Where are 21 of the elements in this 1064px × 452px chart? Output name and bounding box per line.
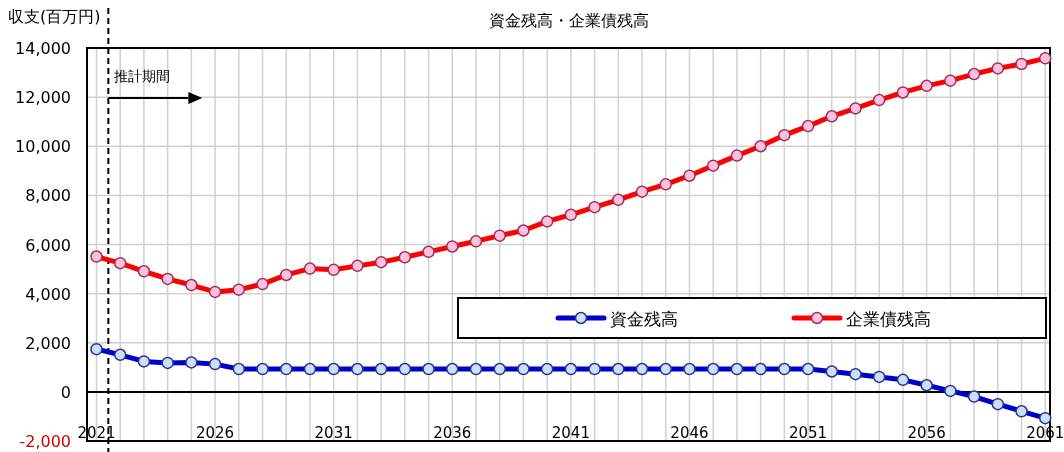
y-tick-label: 0 (60, 382, 71, 402)
y-tick-label: -2,000 (19, 432, 71, 451)
x-tick-label: 2026 (195, 423, 235, 442)
y-tick-label: 12,000 (15, 88, 71, 108)
x-tick-label: 2036 (433, 423, 472, 442)
legend-label: 企業債残高 (846, 309, 931, 329)
x-tick-label: 2056 (907, 423, 946, 442)
y-tick-label: 4,000 (25, 284, 71, 304)
y-tick-label: 10,000 (15, 137, 71, 157)
legend-label: 資金残高 (610, 309, 678, 329)
x-tick-label: 2041 (551, 423, 590, 442)
ref-line-label: 推計期間 (114, 68, 171, 84)
x-tick-label: 2031 (314, 423, 353, 442)
y-axis-title: 収支(百万円) (8, 7, 101, 26)
y-tick-label: 6,000 (25, 235, 71, 255)
x-tick-label: 2046 (670, 423, 709, 442)
chart-title: 資金残高・企業債残高 (488, 11, 649, 30)
y-tick-label: 8,000 (25, 186, 71, 206)
y-tick-label: 14,000 (15, 39, 71, 58)
x-tick-label: 2051 (788, 423, 828, 442)
y-tick-label: 2,000 (25, 333, 71, 353)
